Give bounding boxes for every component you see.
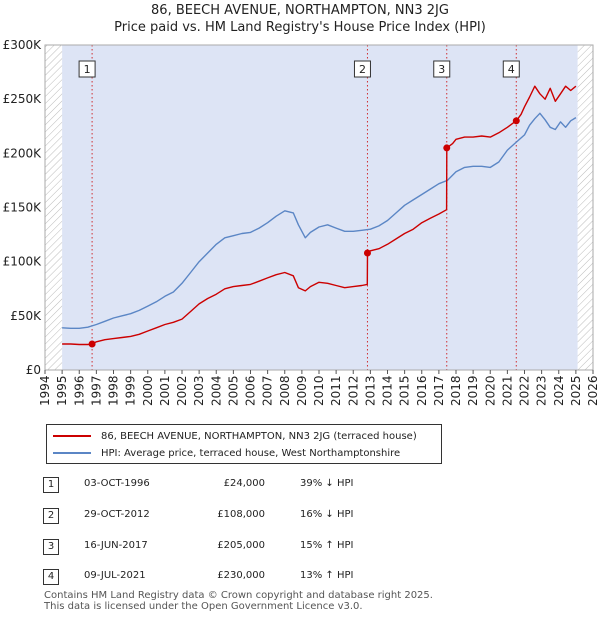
legend-swatch-red xyxy=(53,435,91,437)
legend-label-price: 86, BEECH AVENUE, NORTHAMPTON, NN3 2JG (… xyxy=(101,430,417,442)
transaction-price: £230,000 xyxy=(217,570,265,581)
marker-label: 3 xyxy=(433,60,451,78)
x-tick-label: 2005 xyxy=(226,375,240,406)
x-tick-label: 2008 xyxy=(278,375,292,406)
x-tick-label: 2003 xyxy=(192,375,206,406)
x-tick-label: 2002 xyxy=(175,375,189,406)
x-tick-label: 2013 xyxy=(363,375,377,406)
transaction-date: 16-JUN-2017 xyxy=(84,540,148,551)
x-tick-label: 1997 xyxy=(89,375,103,406)
x-tick-label: 2020 xyxy=(483,375,497,406)
x-tick-label: 2001 xyxy=(158,375,172,406)
x-tick-label: 2019 xyxy=(466,375,480,406)
transaction-hpi: 15% ↑ HPI xyxy=(300,540,354,551)
table-row: 2 29-OCT-2012 £108,000 16% ↓ HPI xyxy=(0,507,600,527)
transaction-date: 29-OCT-2012 xyxy=(84,509,150,520)
transaction-hpi: 13% ↑ HPI xyxy=(300,570,354,581)
x-tick-label: 2022 xyxy=(518,375,532,406)
x-tick-label: 2024 xyxy=(552,375,566,406)
y-tick-label: £150K xyxy=(3,201,43,215)
marker-label: 4 xyxy=(502,60,520,78)
x-tick-label: 2017 xyxy=(432,375,446,406)
x-tick-label: 1996 xyxy=(72,375,86,406)
transaction-number: 1 xyxy=(43,477,59,493)
hatch-before xyxy=(45,45,63,370)
y-tick-label: £50K xyxy=(10,309,42,323)
x-tick-label: 2014 xyxy=(381,375,395,406)
transaction-price: £108,000 xyxy=(217,509,265,520)
y-tick-label: £250K xyxy=(3,92,43,106)
marker-number: 4 xyxy=(508,63,515,76)
table-row: 3 16-JUN-2017 £205,000 15% ↑ HPI xyxy=(0,538,600,558)
table-row: 4 09-JUL-2021 £230,000 13% ↑ HPI xyxy=(0,568,600,588)
x-tick-label: 2018 xyxy=(449,375,463,406)
x-tick-label: 2006 xyxy=(244,375,258,406)
y-tick-label: £200K xyxy=(3,146,43,160)
sale-point xyxy=(88,340,96,348)
legend-item-hpi: HPI: Average price, terraced house, West… xyxy=(53,445,400,461)
footer: Contains HM Land Registry data © Crown c… xyxy=(44,590,433,612)
x-tick-label: 1998 xyxy=(107,375,121,406)
y-tick-label: £300K xyxy=(3,38,43,52)
legend-swatch-blue xyxy=(53,452,91,454)
x-tick-label: 2016 xyxy=(415,375,429,406)
chart-title: 86, BEECH AVENUE, NORTHAMPTON, NN3 2JG P… xyxy=(0,2,600,36)
hpi-line xyxy=(62,112,577,329)
marker-box xyxy=(502,60,520,78)
hatch-after xyxy=(577,45,593,370)
x-tick-label: 2023 xyxy=(535,375,549,406)
x-tick-label: 1995 xyxy=(55,375,69,406)
title-line-1: 86, BEECH AVENUE, NORTHAMPTON, NN3 2JG xyxy=(151,3,449,18)
footer-line-2: This data is licensed under the Open Gov… xyxy=(44,601,363,612)
marker-number: 2 xyxy=(359,63,366,76)
transaction-number: 3 xyxy=(43,539,59,555)
sale-point xyxy=(363,249,371,257)
x-tick-label: 2015 xyxy=(398,375,412,406)
x-tick-label: 2007 xyxy=(261,375,275,406)
x-tick-label: 2026 xyxy=(586,375,600,406)
price-chart: 1 2 3 4 £0 £50K £100K £150K £200K £250K £300K 199… xyxy=(3,38,600,406)
table-row: 1 03-OCT-1996 £24,000 39% ↓ HPI xyxy=(0,476,600,496)
marker-number: 3 xyxy=(438,63,445,76)
x-tick-label: 1999 xyxy=(124,375,138,406)
marker-label: 1 xyxy=(78,60,96,78)
transaction-hpi: 39% ↓ HPI xyxy=(300,478,354,489)
title-line-2: Price paid vs. HM Land Registry's House … xyxy=(114,20,486,35)
footer-line-1: Contains HM Land Registry data © Crown c… xyxy=(44,590,433,601)
x-tick-label: 2004 xyxy=(209,375,223,406)
transaction-price: £205,000 xyxy=(217,540,265,551)
legend-item-price: 86, BEECH AVENUE, NORTHAMPTON, NN3 2JG (… xyxy=(53,428,417,444)
shaded-period xyxy=(62,45,578,370)
transaction-date: 09-JUL-2021 xyxy=(84,570,146,581)
marker-label: 2 xyxy=(353,60,371,78)
transaction-date: 03-OCT-1996 xyxy=(84,478,150,489)
x-tick-label: 2010 xyxy=(312,375,326,406)
marker-box xyxy=(433,60,451,78)
transaction-price: £24,000 xyxy=(223,478,265,489)
x-tick-label: 2012 xyxy=(346,375,360,406)
marker-box xyxy=(353,60,371,78)
x-tick-label: 2000 xyxy=(141,375,155,406)
marker-number: 1 xyxy=(84,63,91,76)
x-tick-label: 2021 xyxy=(500,375,514,406)
marker-box xyxy=(78,60,96,78)
x-tick-label: 2025 xyxy=(569,375,583,406)
x-tick-label: 2009 xyxy=(295,375,309,406)
y-tick-label: £100K xyxy=(3,255,43,269)
legend: 86, BEECH AVENUE, NORTHAMPTON, NN3 2JG (… xyxy=(46,424,442,464)
y-tick-label: £0 xyxy=(26,363,41,377)
x-tick-label: 2011 xyxy=(329,375,343,406)
transaction-number: 2 xyxy=(43,508,59,524)
x-tick-label: 1994 xyxy=(38,375,52,406)
sale-point xyxy=(443,144,451,152)
legend-label-hpi: HPI: Average price, terraced house, West… xyxy=(101,447,401,459)
sale-point xyxy=(512,117,520,125)
transaction-hpi: 16% ↓ HPI xyxy=(300,509,354,520)
transaction-number: 4 xyxy=(43,569,59,585)
